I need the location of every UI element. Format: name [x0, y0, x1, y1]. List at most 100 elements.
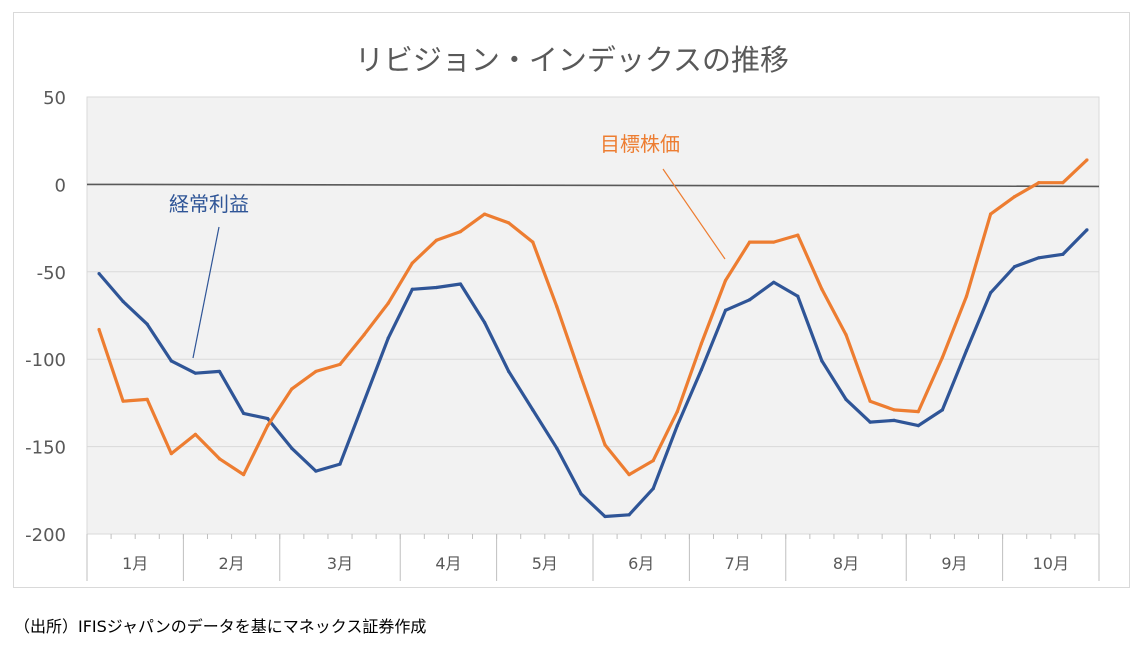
chart-frame: リビジョン・インデックスの推移 50 0 -50 -100 -150 -200 1月 2月 3月…	[13, 12, 1130, 588]
data-point	[699, 368, 704, 372]
data-point	[964, 348, 969, 353]
x-tick-label: 7月	[724, 554, 750, 573]
data-point	[507, 221, 511, 225]
series-label-keijo: 経常利益	[169, 192, 249, 216]
data-point	[579, 375, 583, 379]
data-point	[314, 469, 318, 473]
chart-title: リビジョン・インデックスの推移	[355, 43, 789, 77]
data-point	[868, 399, 872, 403]
x-tick-label: 4月	[435, 554, 461, 573]
data-point	[796, 233, 800, 237]
data-point	[940, 408, 944, 412]
x-tick-label: 8月	[833, 554, 859, 573]
data-point	[1013, 195, 1017, 199]
y-tick-label: -50	[37, 263, 66, 284]
data-point	[121, 399, 125, 403]
data-point	[964, 294, 969, 298]
data-point	[1061, 181, 1065, 185]
data-point	[145, 322, 149, 326]
data-point	[1061, 252, 1065, 256]
data-point	[434, 238, 438, 242]
data-point	[314, 369, 318, 374]
data-point	[772, 280, 776, 284]
data-point	[217, 369, 222, 374]
y-tick-label: 50	[43, 88, 66, 109]
data-point	[820, 359, 824, 363]
data-point	[531, 240, 535, 244]
x-tick-label: 10月	[1033, 554, 1069, 573]
data-point	[603, 514, 607, 519]
data-point	[1085, 228, 1089, 232]
data-point	[97, 327, 101, 332]
data-point	[868, 420, 872, 424]
data-point	[844, 397, 848, 402]
data-point	[531, 408, 535, 412]
data-point	[338, 362, 342, 367]
data-point	[386, 301, 390, 305]
data-point	[290, 446, 294, 450]
zero-line	[86, 183, 1100, 188]
data-point	[242, 411, 246, 415]
series-label-mokuhyo: 目標株価	[600, 132, 680, 156]
y-tick-label: 0	[55, 175, 66, 196]
data-point	[266, 424, 270, 428]
data-point	[699, 341, 704, 346]
data-point	[482, 320, 487, 325]
data-point	[193, 371, 198, 375]
revision-index-chart: リビジョン・インデックスの推移 50 0 -50 -100 -150 -200 1月 2月 3月…	[25, 43, 1100, 581]
x-tick-label: 2月	[218, 554, 244, 573]
data-point	[97, 271, 101, 276]
data-point	[145, 397, 149, 402]
data-point	[988, 212, 993, 216]
leader-line-mokuhyo	[662, 168, 726, 260]
data-point	[627, 513, 631, 517]
data-point	[410, 287, 414, 291]
x-tick-label: 3月	[327, 554, 353, 573]
data-point	[916, 424, 920, 428]
data-point	[844, 333, 848, 337]
data-point	[434, 285, 438, 290]
data-point	[892, 408, 896, 412]
data-point	[410, 261, 414, 265]
data-point	[362, 333, 366, 337]
data-point	[290, 387, 294, 391]
data-point	[1085, 158, 1089, 162]
data-point	[1037, 181, 1041, 185]
plot-area	[86, 96, 1100, 535]
data-point	[651, 486, 655, 491]
data-point	[1013, 264, 1017, 269]
series-line-mokuhyo-kabuka	[97, 158, 1089, 477]
data-point	[627, 472, 631, 477]
data-point	[507, 369, 511, 374]
data-point	[675, 410, 679, 414]
data-point	[169, 359, 173, 363]
data-point	[916, 410, 920, 414]
series-line-keijo-rieki	[97, 228, 1089, 519]
data-point	[458, 229, 463, 234]
data-point	[458, 282, 463, 286]
data-point	[579, 492, 583, 496]
data-point	[555, 446, 559, 450]
data-point	[772, 240, 776, 244]
data-point	[603, 443, 607, 447]
data-point	[988, 291, 993, 295]
data-point	[723, 278, 728, 283]
data-point	[940, 355, 944, 360]
data-point	[193, 432, 198, 436]
x-tick-label: 9月	[941, 554, 967, 573]
data-point	[338, 462, 342, 466]
x-tick-label: 6月	[628, 554, 654, 573]
data-point	[748, 298, 752, 302]
data-point	[362, 399, 366, 403]
data-point	[482, 212, 487, 216]
data-point	[820, 287, 824, 291]
data-point	[169, 451, 173, 456]
data-point	[748, 240, 752, 244]
data-point	[651, 458, 655, 463]
x-tick-label: 1月	[122, 554, 148, 573]
data-point	[675, 424, 679, 428]
data-point	[242, 472, 246, 477]
data-point	[796, 294, 800, 298]
data-point	[217, 457, 222, 461]
data-point	[386, 336, 390, 340]
